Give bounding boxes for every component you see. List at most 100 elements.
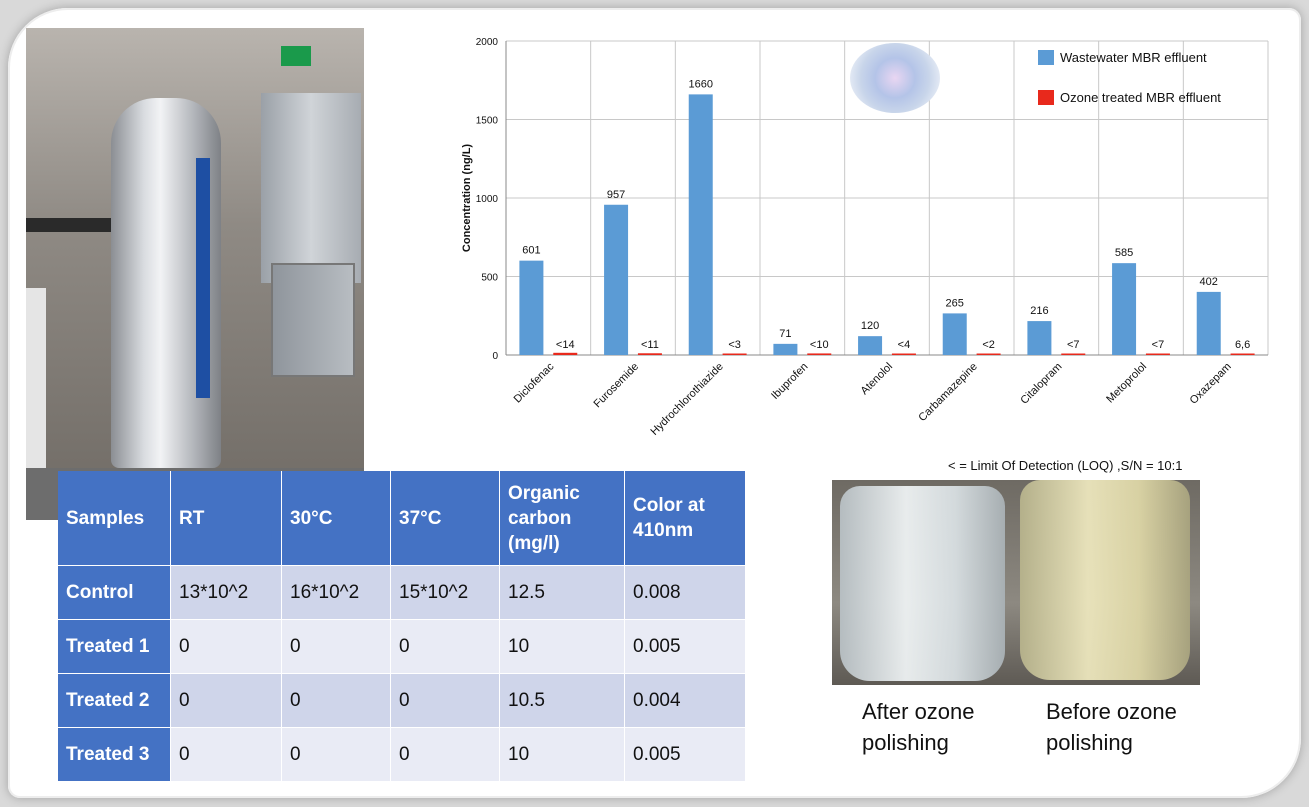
- concentration-chart: 0 500 1000 1500 2000 Concentration (ng/L) 601 <…: [448, 28, 1278, 473]
- data-label: <2: [982, 339, 995, 351]
- table-cell: 0: [281, 727, 391, 781]
- table-cell: 16*10^2: [281, 565, 391, 620]
- table-cell: 0.004: [624, 673, 746, 728]
- exit-sign-icon: [281, 46, 311, 66]
- bar: [1145, 353, 1170, 355]
- bar: [637, 353, 662, 355]
- beakers-photo: [832, 480, 1200, 685]
- table-cell: 0: [390, 619, 500, 674]
- header-rt: RT: [170, 471, 282, 566]
- bar: [1061, 353, 1086, 355]
- table-cell: 0: [170, 727, 282, 781]
- row-label: Treated 3: [58, 727, 171, 781]
- caption-after: After ozone polishing: [862, 699, 975, 755]
- generator-cabinet-shape: [261, 93, 361, 283]
- bar: [1112, 263, 1137, 355]
- x-tick-label: Atenolol: [859, 361, 896, 398]
- data-label: 120: [861, 320, 879, 332]
- row-label: Treated 1: [58, 619, 171, 674]
- table-cell: 0: [170, 673, 282, 728]
- table-cell: 10.5: [499, 673, 625, 728]
- table-header-row: Samples RT 30°C 37°C Organic carbon (mg/…: [58, 471, 746, 566]
- pills-icon: [850, 43, 940, 113]
- data-label: <4: [898, 339, 911, 351]
- loq-note: < = Limit Of Detection (LOQ) ,S/N = 10:1: [948, 458, 1183, 473]
- bar: [688, 94, 713, 355]
- tank-label-shape: [196, 158, 210, 398]
- x-tick-label: Diclofenac: [512, 360, 557, 405]
- table-cell: 0: [390, 727, 500, 781]
- x-tick-label: Furosemide: [592, 361, 642, 411]
- caption-before: Before ozone polishing: [1046, 699, 1177, 755]
- chart-svg: 0 500 1000 1500 2000 Concentration (ng/L) 601 <…: [461, 37, 1269, 438]
- data-label: <7: [1152, 339, 1165, 351]
- data-label: 71: [779, 328, 791, 340]
- y-tick-label: 1000: [476, 194, 499, 205]
- table-cell: 10: [499, 727, 625, 781]
- legend-label: Ozone treated MBR effluent: [1060, 89, 1221, 105]
- ozone-unit-photo: [26, 28, 364, 520]
- header-samples: Samples: [58, 471, 171, 566]
- header-37c: 37°C: [390, 471, 500, 566]
- bar: [976, 353, 1001, 355]
- beaker-clear-shape: [840, 486, 1005, 681]
- data-label: 957: [607, 189, 625, 201]
- bar: [773, 343, 798, 355]
- x-tick-label: Ibuprofen: [769, 361, 810, 402]
- legend-item: Ozone treated MBR effluent: [1038, 88, 1221, 106]
- data-label: <3: [728, 339, 741, 351]
- table-row: Treated 1 0 0 0 10 0.005: [58, 619, 746, 674]
- y-tick-label: 2000: [476, 37, 499, 48]
- table-row: Treated 3 0 0 0 10 0.005: [58, 727, 746, 781]
- table-cell: 12.5: [499, 565, 625, 620]
- table-cell: 13*10^2: [170, 565, 282, 620]
- table-cell: 10: [499, 619, 625, 674]
- table-cell: 0.005: [624, 619, 746, 674]
- table-cell: 0: [390, 673, 500, 728]
- bar: [553, 352, 578, 355]
- pipe-shape: [26, 288, 46, 520]
- chart-legend: Wastewater MBR effluent Ozone treated MB…: [1038, 48, 1221, 128]
- table-cell: 0.008: [624, 565, 746, 620]
- y-tick-label: 1500: [476, 116, 499, 127]
- data-label: <7: [1067, 339, 1080, 351]
- legend-swatch: [1038, 49, 1054, 65]
- data-label: 1660: [688, 78, 712, 90]
- legend-item: Wastewater MBR effluent: [1038, 48, 1221, 66]
- x-tick-label: Hydrochlorothiazide: [649, 361, 726, 438]
- x-tick-label: Metoprolol: [1104, 361, 1149, 406]
- bar: [604, 204, 629, 355]
- data-label: 216: [1030, 305, 1048, 317]
- row-label: Treated 2: [58, 673, 171, 728]
- data-label: <11: [641, 339, 659, 351]
- y-tick-label: 500: [481, 273, 498, 284]
- bar: [722, 353, 747, 355]
- bar: [519, 260, 544, 355]
- x-tick-label: Carbamazepine: [916, 361, 979, 424]
- slide-frame: 0 500 1000 1500 2000 Concentration (ng/L) 601 <…: [8, 8, 1301, 798]
- x-tick-label: Citalopram: [1018, 361, 1064, 407]
- bar: [858, 336, 883, 355]
- table-cell: 15*10^2: [390, 565, 500, 620]
- data-label: 6,6: [1235, 339, 1250, 351]
- table-cell: 0: [281, 619, 391, 674]
- pipe-shape: [26, 218, 114, 232]
- bar: [1230, 353, 1255, 355]
- table-cell: 0: [170, 619, 282, 674]
- beaker-yellow-shape: [1020, 480, 1190, 680]
- data-label: 601: [522, 245, 540, 257]
- data-label: 265: [946, 297, 964, 309]
- y-tick-label: 0: [492, 351, 498, 362]
- table-cell: 0.005: [624, 727, 746, 781]
- header-color: Color at 410nm: [624, 471, 746, 566]
- row-label: Control: [58, 565, 171, 620]
- table-cell: 0: [281, 673, 391, 728]
- x-tick-label: Oxazepam: [1188, 361, 1234, 407]
- bar: [891, 353, 916, 355]
- table-row: Treated 2 0 0 0 10.5 0.004: [58, 673, 746, 728]
- data-label: 585: [1115, 247, 1133, 259]
- bar: [807, 353, 832, 355]
- y-axis-label: Concentration (ng/L): [461, 144, 473, 252]
- data-label: <10: [810, 339, 829, 351]
- samples-table: Samples RT 30°C 37°C Organic carbon (mg/…: [58, 471, 746, 781]
